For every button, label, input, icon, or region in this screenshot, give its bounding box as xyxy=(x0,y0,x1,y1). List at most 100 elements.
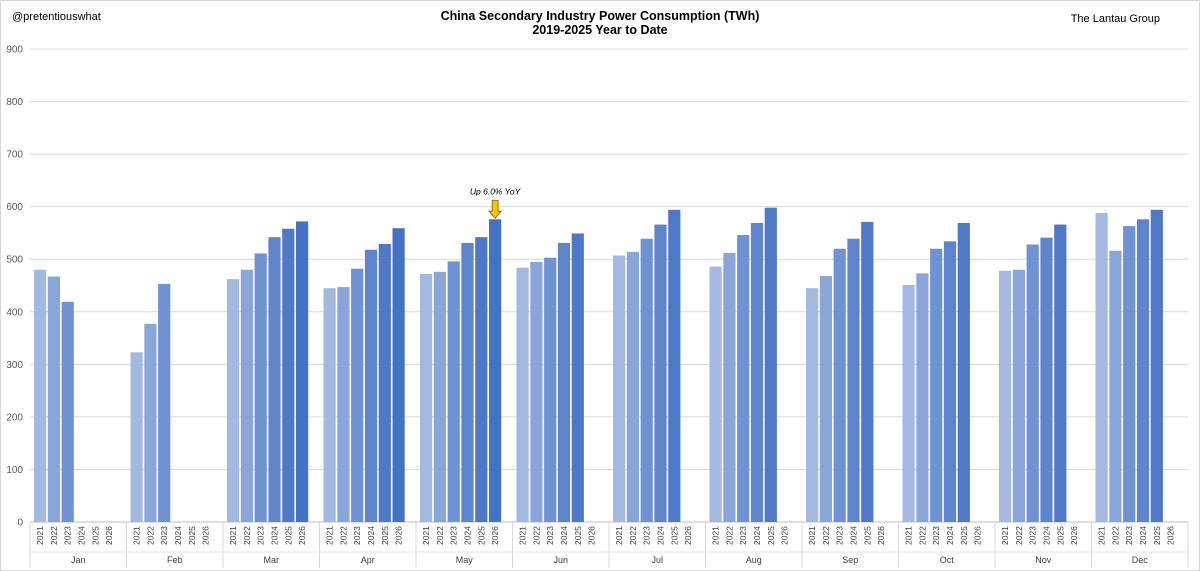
bar-dec-2021 xyxy=(1095,212,1108,522)
x-tick-label: 2023 xyxy=(1028,526,1038,545)
bar-mar-2022 xyxy=(240,269,253,522)
bar-nov-2024 xyxy=(1040,237,1053,522)
x-tick-label: 2021 xyxy=(904,526,914,545)
bar-mar-2021 xyxy=(227,279,240,522)
x-tick-label: 2021 xyxy=(614,526,624,545)
x-tick-label: 2023 xyxy=(738,526,748,545)
x-tick-label: 2025 xyxy=(862,526,872,545)
x-tick-label: 2022 xyxy=(145,526,155,545)
bar-aug-2022 xyxy=(723,252,736,522)
x-tick-label: 2021 xyxy=(421,526,431,545)
month-label: Dec xyxy=(1132,555,1149,565)
bar-apr-2021 xyxy=(323,288,336,522)
bar-dec-2022 xyxy=(1109,250,1122,522)
x-tick-label: 2026 xyxy=(587,526,597,545)
x-tick-label: 2026 xyxy=(394,526,404,545)
x-tick-label: 2025 xyxy=(90,526,100,545)
x-tick-label: 2025 xyxy=(1152,526,1162,545)
x-tick-label: 2023 xyxy=(642,526,652,545)
month-label: Jun xyxy=(553,555,568,565)
x-tick-label: 2022 xyxy=(49,526,59,545)
x-tick-label: 2023 xyxy=(449,526,459,545)
x-tick-label: 2024 xyxy=(463,526,473,545)
x-tick-label: 2022 xyxy=(435,526,445,545)
x-tick-label: 2026 xyxy=(683,526,693,545)
bar-may-2022 xyxy=(433,271,446,522)
month-label: Jan xyxy=(71,555,86,565)
month-label: May xyxy=(456,555,474,565)
x-tick-label: 2024 xyxy=(656,526,666,545)
bar-apr-2026 xyxy=(392,228,405,522)
x-tick-label: 2021 xyxy=(711,526,721,545)
x-tick-label: 2026 xyxy=(1166,526,1176,545)
source-label: The Lantau Group xyxy=(1070,13,1160,25)
y-tick-label: 900 xyxy=(6,45,23,56)
bar-mar-2024 xyxy=(268,237,281,522)
bar-jan-2021 xyxy=(34,269,47,522)
bar-dec-2023 xyxy=(1123,226,1136,522)
bar-jul-2025 xyxy=(668,209,681,522)
y-tick-label: 500 xyxy=(6,255,23,266)
x-tick-label: 2025 xyxy=(573,526,583,545)
bar-jun-2021 xyxy=(516,267,529,522)
x-tick-label: 2022 xyxy=(338,526,348,545)
bar-aug-2023 xyxy=(737,235,750,522)
bar-may-2026 xyxy=(489,219,502,522)
bar-nov-2023 xyxy=(1026,244,1039,523)
bar-feb-2022 xyxy=(144,323,157,522)
bar-jun-2023 xyxy=(544,257,557,522)
x-tick-label: 2025 xyxy=(1055,526,1065,545)
x-tick-label: 2024 xyxy=(945,526,955,545)
bar-may-2025 xyxy=(475,237,488,522)
x-tick-label: 2025 xyxy=(766,526,776,545)
bar-sep-2023 xyxy=(833,248,846,522)
bar-jan-2022 xyxy=(47,276,60,522)
chart-title: China Secondary Industry Power Consumpti… xyxy=(440,9,760,23)
month-label: Mar xyxy=(264,555,280,565)
y-tick-label: 800 xyxy=(6,97,23,108)
y-tick-label: 200 xyxy=(6,412,23,423)
bar-may-2024 xyxy=(461,242,474,522)
bar-may-2021 xyxy=(420,273,433,522)
x-tick-label: 2024 xyxy=(1042,526,1052,545)
x-tick-label: 2026 xyxy=(876,526,886,545)
x-tick-label: 2022 xyxy=(1014,526,1024,545)
month-label: Sep xyxy=(842,555,858,565)
x-tick-label: 2024 xyxy=(849,526,859,545)
x-tick-label: 2023 xyxy=(545,526,555,545)
y-tick-label: 100 xyxy=(6,465,23,476)
y-tick-label: 600 xyxy=(6,202,23,213)
bar-mar-2025 xyxy=(282,228,295,523)
bar-dec-2024 xyxy=(1136,219,1150,522)
bar-sep-2021 xyxy=(806,288,819,522)
x-tick-label: 2026 xyxy=(780,526,790,545)
x-tick-label: 2025 xyxy=(283,526,293,545)
x-tick-label: 2021 xyxy=(1000,526,1010,545)
bar-jun-2025 xyxy=(571,233,584,522)
x-tick-label: 2024 xyxy=(366,526,376,545)
chart-subtitle: 2019-2025 Year to Date xyxy=(532,23,668,37)
bar-feb-2021 xyxy=(130,352,143,522)
month-label: Nov xyxy=(1035,555,1052,565)
bar-mar-2026 xyxy=(296,221,309,523)
bar-jul-2024 xyxy=(654,224,667,522)
x-tick-label: 2023 xyxy=(256,526,266,545)
x-tick-label: 2021 xyxy=(518,526,528,545)
bar-nov-2025 xyxy=(1054,224,1067,522)
x-tick-label: 2026 xyxy=(201,526,211,545)
x-tick-label: 2026 xyxy=(104,526,114,545)
y-tick-label: 300 xyxy=(6,360,23,371)
x-tick-label: 2021 xyxy=(35,526,45,545)
bar-sep-2022 xyxy=(819,276,832,522)
x-tick-label: 2021 xyxy=(132,526,142,545)
x-tick-label: 2022 xyxy=(531,526,541,545)
y-tick-label: 700 xyxy=(6,150,23,161)
y-tick-label: 0 xyxy=(17,518,23,529)
x-tick-label: 2026 xyxy=(297,526,307,545)
bar-apr-2023 xyxy=(351,268,364,522)
x-tick-label: 2025 xyxy=(380,526,390,545)
bar-nov-2021 xyxy=(999,270,1012,522)
x-tick-label: 2022 xyxy=(917,526,927,545)
x-tick-label: 2021 xyxy=(228,526,238,545)
x-tick-label: 2022 xyxy=(724,526,734,545)
